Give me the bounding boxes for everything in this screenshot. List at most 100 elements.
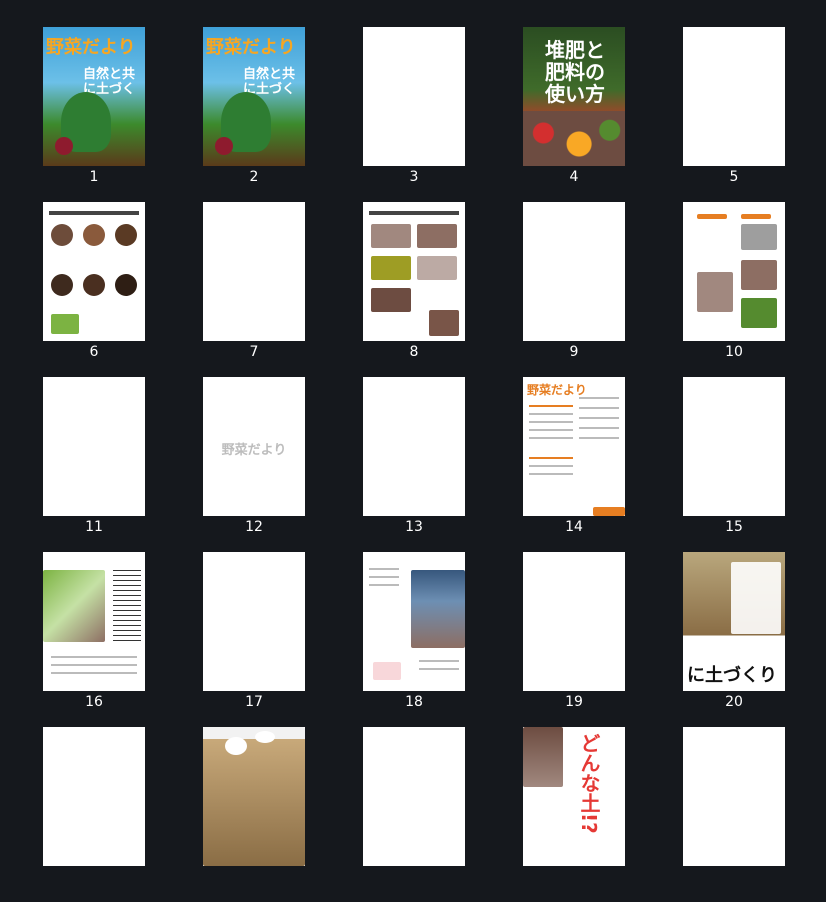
text-line (51, 664, 137, 666)
farmer-photo (411, 570, 465, 648)
page-image[interactable] (363, 377, 465, 516)
page-image[interactable] (523, 552, 625, 691)
page-number: 13 (405, 519, 423, 535)
page-image[interactable] (203, 202, 305, 341)
page-image[interactable] (43, 377, 145, 516)
page-thumbnail-13[interactable]: 13 (320, 377, 480, 552)
page-image[interactable] (203, 552, 305, 691)
soil-photo (83, 224, 105, 246)
page-thumbnail-7[interactable]: 7 (160, 202, 320, 377)
page-thumbnail-22[interactable] (160, 727, 320, 902)
page-image[interactable] (683, 202, 785, 341)
contents-line (579, 417, 619, 419)
contents-line (529, 413, 573, 415)
photo (371, 288, 411, 312)
roots-photo (523, 727, 563, 787)
page-thumbnail-17[interactable]: 17 (160, 552, 320, 727)
page-thumbnail-24[interactable]: どんな土!? (480, 727, 640, 902)
vegetables-image (523, 111, 625, 166)
page-thumbnail-8[interactable]: 8 (320, 202, 480, 377)
soil-photo (203, 727, 305, 866)
highlight-box (429, 310, 459, 336)
photo (741, 260, 777, 290)
page-image[interactable] (43, 202, 145, 341)
page-image[interactable] (203, 727, 305, 866)
page-thumbnail-21[interactable] (0, 727, 160, 902)
speech-bubble (255, 731, 275, 743)
caption-box (373, 662, 401, 680)
soil-photo (83, 274, 105, 296)
leek-photo (43, 570, 105, 642)
cover-title: 野菜だより (206, 37, 296, 58)
page-thumbnail-10[interactable]: 10 (640, 202, 800, 377)
page-thumbnail-11[interactable]: 11 (0, 377, 160, 552)
page-image[interactable] (363, 727, 465, 866)
contents-footer-bar (593, 507, 625, 516)
page-image[interactable]: 野菜だより 自然と共に土づくり (203, 27, 305, 166)
page-number: 2 (249, 169, 259, 185)
photo (741, 224, 777, 250)
contents-line (529, 473, 573, 475)
page-image[interactable]: どんな土!? (523, 727, 625, 866)
page-thumbnail-19[interactable]: 19 (480, 552, 640, 727)
page-thumbnail-16[interactable]: 16 (0, 552, 160, 727)
text-line (369, 576, 399, 578)
page-image[interactable] (363, 202, 465, 341)
page-image[interactable]: 野菜だより (523, 377, 625, 516)
page-thumbnail-12[interactable]: 野菜だより 12 (160, 377, 320, 552)
page-thumbnail-15[interactable]: 15 (640, 377, 800, 552)
page-thumbnail-20[interactable]: に土づくり 20 (640, 552, 800, 727)
page-image[interactable]: に土づくり (683, 552, 785, 691)
photo (417, 256, 457, 280)
photo (697, 272, 733, 312)
page-image[interactable] (683, 27, 785, 166)
page-image[interactable] (43, 552, 145, 691)
photo (371, 256, 411, 280)
page-image[interactable] (683, 727, 785, 866)
page-thumbnail-5[interactable]: 5 (640, 27, 800, 202)
text-line (369, 584, 399, 586)
page-number: 6 (89, 344, 99, 360)
page-thumbnail-23[interactable] (320, 727, 480, 902)
beet-image (215, 137, 233, 155)
contents-line (579, 407, 619, 409)
speech-bubble (225, 737, 247, 755)
contents-line (579, 397, 619, 399)
page-number: 7 (249, 344, 259, 360)
feature-title: に土づくり (687, 665, 777, 686)
soil-photo (51, 224, 73, 246)
contents-line (579, 427, 619, 429)
page-number: 19 (565, 694, 583, 710)
page-image[interactable]: 堆肥と肥料の使い方 (523, 27, 625, 166)
page-thumbnail-18[interactable]: 18 (320, 552, 480, 727)
page-number: 1 (89, 169, 99, 185)
field-photo (51, 314, 79, 334)
page-thumbnail-1[interactable]: 野菜だより 自然と共に土づくり 1 (0, 27, 160, 202)
page-number: 10 (725, 344, 743, 360)
page-thumbnail-25[interactable] (640, 727, 800, 902)
page-image[interactable] (363, 552, 465, 691)
page-image[interactable] (683, 377, 785, 516)
soil-photo (115, 224, 137, 246)
page-thumbnail-14[interactable]: 野菜だより 14 (480, 377, 640, 552)
page-number: 5 (729, 169, 739, 185)
page-number: 3 (409, 169, 419, 185)
soil-photo (115, 274, 137, 296)
cover-title: 堆肥と肥料の使い方 (545, 38, 605, 106)
page-image[interactable] (43, 727, 145, 866)
page-image[interactable]: 野菜だより (203, 377, 305, 516)
page-image[interactable]: 野菜だより 自然と共に土づくり (43, 27, 145, 166)
article-heading (369, 211, 459, 215)
page-thumbnail-4[interactable]: 堆肥と肥料の使い方 4 (480, 27, 640, 202)
page-image[interactable] (363, 27, 465, 166)
page-thumbnail-2[interactable]: 野菜だより 自然と共に土づくり 2 (160, 27, 320, 202)
contents-line (529, 421, 573, 423)
text-line (369, 568, 399, 570)
page-image[interactable] (523, 202, 625, 341)
photo (417, 224, 457, 248)
page-thumbnail-6[interactable]: 6 (0, 202, 160, 377)
page-thumbnail-3[interactable]: 3 (320, 27, 480, 202)
page-thumbnail-9[interactable]: 9 (480, 202, 640, 377)
text-line (419, 668, 459, 670)
page-number: 18 (405, 694, 423, 710)
